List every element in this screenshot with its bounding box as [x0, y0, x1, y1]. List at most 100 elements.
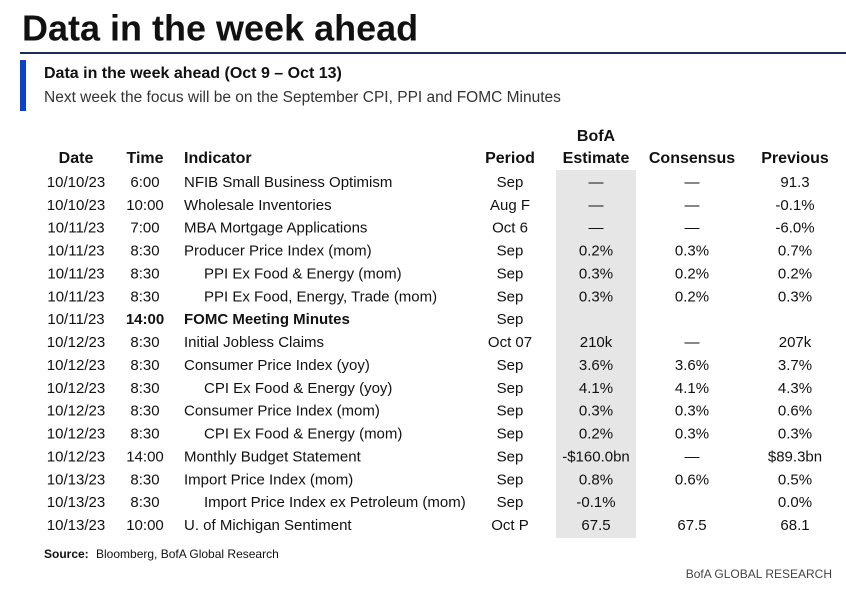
cell-bofa: — — [589, 197, 604, 214]
cell-previous: $89.3bn — [768, 448, 822, 465]
cell-period: Aug F — [490, 197, 530, 214]
cell-previous: 0.5% — [778, 471, 812, 488]
cell-time: 10:00 — [126, 517, 164, 534]
cell-previous: 0.7% — [778, 243, 812, 260]
cell-date: 10/11/23 — [47, 311, 104, 328]
cell-consensus: 0.3% — [675, 426, 709, 443]
cell-period: Sep — [497, 311, 524, 328]
cell-period: Sep — [497, 243, 524, 260]
cell-period: Sep — [497, 448, 524, 465]
cell-period: Sep — [497, 426, 524, 443]
cell-bofa: -$160.0bn — [562, 448, 630, 465]
cell-indicator: Monthly Budget Statement — [184, 448, 362, 465]
column-header: Consensus — [649, 150, 735, 167]
description: Next week the focus will be on the Septe… — [44, 89, 561, 106]
cell-date: 10/13/23 — [47, 471, 105, 488]
column-header: Previous — [761, 150, 829, 167]
cell-indicator: Import Price Index ex Petroleum (mom) — [204, 494, 466, 511]
cell-consensus: — — [685, 334, 700, 351]
cell-time: 8:30 — [130, 494, 159, 511]
cell-bofa: 3.6% — [579, 357, 613, 374]
cell-time: 8:30 — [130, 403, 159, 420]
cell-period: Sep — [497, 471, 524, 488]
cell-date: 10/11/23 — [47, 288, 104, 305]
cell-period: Sep — [497, 380, 524, 397]
cell-period: Sep — [497, 265, 524, 282]
cell-bofa: 0.3% — [579, 288, 613, 305]
cell-time: 8:30 — [130, 334, 159, 351]
cell-indicator: PPI Ex Food, Energy, Trade (mom) — [204, 288, 437, 305]
column-header: Date — [59, 150, 94, 167]
cell-time: 8:30 — [130, 243, 159, 260]
cell-date: 10/12/23 — [47, 426, 105, 443]
cell-consensus: 67.5 — [677, 517, 706, 534]
page-title: Data in the week ahead — [22, 8, 418, 49]
cell-bofa: 0.2% — [579, 243, 613, 260]
cell-period: Oct 07 — [488, 334, 532, 351]
cell-date: 10/12/23 — [47, 357, 105, 374]
cell-bofa: 0.2% — [579, 426, 613, 443]
cell-date: 10/12/23 — [47, 334, 105, 351]
source: Bloomberg, BofA Global Research — [96, 547, 279, 561]
cell-previous: 0.2% — [778, 265, 812, 282]
cell-period: Oct 6 — [492, 220, 528, 237]
cell-period: Sep — [497, 357, 524, 374]
column-header: Time — [126, 150, 163, 167]
cell-indicator: U. of Michigan Sentiment — [184, 517, 352, 534]
table: Date Time Indicator Period Estimate Consensus… — [47, 128, 829, 534]
cell-consensus: 0.3% — [675, 243, 709, 260]
cell-consensus: — — [685, 220, 700, 237]
cell-previous: -6.0% — [775, 220, 814, 237]
column-header: Estimate — [563, 150, 630, 167]
cell-time: 8:30 — [130, 357, 159, 374]
cell-indicator: CPI Ex Food & Energy (yoy) — [204, 380, 392, 397]
cell-consensus: 3.6% — [675, 357, 709, 374]
cell-time: 8:30 — [130, 471, 159, 488]
cell-indicator: Consumer Price Index (yoy) — [184, 357, 370, 374]
source-label: Source: — [44, 547, 89, 561]
cell-indicator: NFIB Small Business Optimism — [184, 174, 392, 191]
cell-indicator: Consumer Price Index (mom) — [184, 403, 380, 420]
cell-date: 10/10/23 — [47, 197, 105, 214]
cell-consensus: 0.2% — [675, 288, 709, 305]
cell-bofa: 4.1% — [579, 380, 613, 397]
cell-time: 7:00 — [130, 220, 159, 237]
cell-date: 10/12/23 — [47, 448, 105, 465]
cell-previous: 3.7% — [778, 357, 812, 374]
cell-previous: 0.6% — [778, 403, 812, 420]
cell-bofa: — — [589, 174, 604, 191]
cell-time: 8:30 — [130, 380, 159, 397]
cell-consensus: 0.2% — [675, 265, 709, 282]
cell-consensus: — — [685, 448, 700, 465]
cell-period: Sep — [497, 174, 524, 191]
cell-bofa: 0.8% — [579, 471, 613, 488]
cell-indicator: CPI Ex Food & Energy (mom) — [204, 426, 402, 443]
cell-previous: 4.3% — [778, 380, 812, 397]
cell-time: 8:30 — [130, 426, 159, 443]
cell-consensus: 0.6% — [675, 471, 709, 488]
cell-date: 10/13/23 — [47, 494, 105, 511]
brand: BofA GLOBAL RESEARCH — [686, 567, 832, 581]
cell-date: 10/11/23 — [47, 220, 104, 237]
cell-bofa: 0.3% — [579, 403, 613, 420]
cell-indicator: Import Price Index (mom) — [184, 471, 353, 488]
cell-date: 10/11/23 — [47, 265, 104, 282]
cell-previous: 0.3% — [778, 426, 812, 443]
cell-bofa: 67.5 — [581, 517, 610, 534]
cell-date: 10/12/23 — [47, 403, 105, 420]
cell-bofa: 210k — [580, 334, 613, 351]
cell-bofa: — — [589, 220, 604, 237]
cell-bofa: 0.3% — [579, 265, 613, 282]
accent-bar — [20, 60, 26, 111]
subtitle: Data in the week ahead (Oct 9 – Oct 13) — [44, 65, 342, 82]
column-header: BofA — [577, 128, 616, 145]
cell-consensus: — — [685, 197, 700, 214]
cell-previous: 207k — [779, 334, 812, 351]
cell-indicator: Initial Jobless Claims — [184, 334, 324, 351]
cell-previous: 68.1 — [780, 517, 809, 534]
cell-previous: 0.3% — [778, 288, 812, 305]
cell-date: 10/13/23 — [47, 517, 105, 534]
cell-time: 8:30 — [130, 265, 159, 282]
cell-time: 8:30 — [130, 288, 159, 305]
